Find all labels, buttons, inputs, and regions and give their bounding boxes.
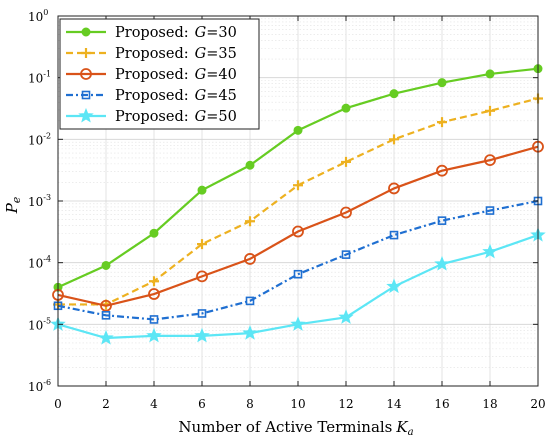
- data-point: [81, 27, 91, 37]
- x-tick-label: 16: [434, 397, 449, 411]
- data-point: [436, 164, 448, 177]
- legend-item: Proposed: G=40: [66, 67, 237, 83]
- data-point: [149, 276, 159, 287]
- data-point: [98, 329, 114, 345]
- legend-label: Proposed: G=35: [115, 46, 237, 62]
- data-point: [485, 69, 495, 79]
- x-tick-label: 0: [54, 397, 62, 411]
- y-tick-label: 10-4: [28, 255, 51, 271]
- data-point: [197, 239, 207, 250]
- data-point: [101, 260, 111, 270]
- legend-item: Proposed: G=45: [66, 88, 237, 104]
- data-point: [437, 78, 447, 88]
- y-axis-label: Pe: [3, 196, 23, 214]
- data-point: [388, 182, 400, 195]
- plot-series: [50, 64, 546, 345]
- legend-item: Proposed: G=30: [66, 25, 237, 41]
- x-axis-label: Number of Active Terminals Ka: [178, 418, 413, 437]
- series: [53, 64, 543, 292]
- data-point: [100, 299, 112, 312]
- series: [50, 226, 546, 345]
- data-point: [242, 325, 258, 340]
- legend-label: Proposed: G=50: [115, 109, 237, 125]
- data-point: [484, 154, 496, 167]
- data-point: [437, 216, 447, 225]
- data-point: [482, 243, 498, 259]
- x-tick-label: 10: [290, 397, 305, 411]
- data-point: [341, 103, 351, 113]
- x-tick-label: 4: [150, 397, 158, 411]
- legend-label: Proposed: G=30: [115, 25, 237, 41]
- data-point: [101, 311, 111, 320]
- data-point: [197, 309, 207, 318]
- data-point: [293, 180, 303, 191]
- data-point: [245, 296, 255, 306]
- data-point: [485, 206, 495, 215]
- data-point: [389, 230, 399, 240]
- data-point: [341, 156, 351, 167]
- y-tick-label: 10-1: [28, 70, 51, 86]
- data-point: [146, 327, 162, 343]
- series-line: [57, 199, 539, 321]
- data-point: [148, 288, 160, 300]
- data-point: [340, 206, 352, 219]
- data-point: [197, 185, 207, 195]
- data-point: [81, 90, 91, 100]
- series: [53, 196, 543, 324]
- data-point: [338, 309, 354, 324]
- data-point: [149, 315, 159, 324]
- data-point: [389, 134, 399, 145]
- data-point: [292, 225, 304, 238]
- legend-item: Proposed: G=50: [66, 107, 237, 125]
- data-point: [196, 270, 208, 283]
- data-point: [434, 255, 450, 271]
- data-point: [245, 216, 255, 227]
- x-tick-label: 6: [198, 397, 206, 411]
- legend-label: Proposed: G=40: [115, 67, 237, 83]
- x-tick-label: 8: [246, 397, 254, 411]
- data-point: [245, 160, 255, 170]
- data-point: [194, 327, 210, 343]
- data-point: [293, 125, 303, 135]
- data-point: [78, 107, 94, 123]
- data-point: [81, 48, 91, 58]
- legend: Proposed: G=30 Proposed: G=35 Proposed: G=40 P…: [59, 18, 260, 130]
- data-point: [389, 89, 399, 99]
- legend-item: Proposed: G=35: [66, 46, 237, 62]
- data-point: [386, 278, 402, 294]
- data-point: [341, 250, 351, 259]
- data-point: [290, 316, 306, 331]
- x-tick-label: 18: [482, 397, 497, 411]
- data-point: [437, 117, 447, 128]
- x-tick-label: 20: [530, 397, 545, 411]
- series-line: [57, 145, 539, 307]
- x-tick-label: 12: [338, 397, 353, 411]
- y-tick-label: 10-3: [28, 193, 51, 209]
- y-tick-label: 100: [28, 8, 48, 24]
- y-tick-label: 10-2: [28, 131, 51, 147]
- x-tick-label: 2: [102, 397, 110, 411]
- data-point: [244, 253, 256, 265]
- data-point: [80, 68, 92, 80]
- y-tick-label: 10-5: [28, 316, 51, 332]
- x-tick-label: 14: [386, 397, 402, 411]
- data-point: [149, 228, 159, 238]
- data-point: [485, 105, 495, 116]
- data-point: [293, 269, 303, 279]
- y-tick-label: 10-6: [28, 378, 51, 394]
- legend-label: Proposed: G=45: [115, 88, 237, 104]
- axis-ticks: 0 2 4 6 8 10 12 14 16 18 20 10-6 10-5 10-4 10-3 10-2 10-…: [28, 8, 546, 411]
